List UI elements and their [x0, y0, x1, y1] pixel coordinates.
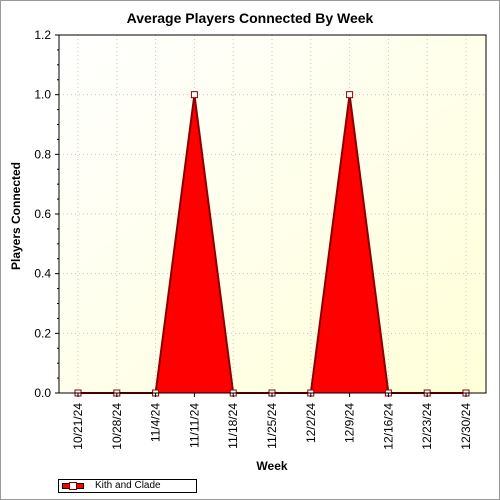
x-tick-label: 12/16/24 — [381, 403, 395, 450]
chart-title: Average Players Connected By Week — [126, 10, 374, 26]
x-tick-label: 11/4/24 — [149, 403, 163, 442]
legend-label: Kith and Clade — [95, 480, 161, 491]
y-tick-label: 0.6 — [34, 207, 51, 221]
x-tick-label: 11/11/24 — [187, 403, 201, 448]
legend-marker — [69, 482, 77, 490]
x-tick-label: 11/18/24 — [226, 403, 240, 449]
y-tick-label: 0.8 — [34, 147, 51, 161]
y-tick-label: 0.2 — [34, 326, 51, 340]
y-tick-label: 0.4 — [34, 267, 51, 281]
x-tick-label: 10/21/24 — [71, 403, 85, 450]
x-axis-title: Week — [256, 459, 288, 473]
y-tick-label: 0.0 — [34, 386, 51, 400]
x-tick-label: 12/2/24 — [304, 403, 318, 443]
x-tick-label: 11/25/24 — [265, 403, 279, 449]
data-point — [190, 91, 198, 99]
x-tick-label: 10/28/24 — [110, 403, 124, 450]
y-tick-label: 1.0 — [34, 88, 51, 102]
x-tick-label: 12/9/24 — [343, 403, 357, 443]
y-tick-label: 1.2 — [34, 28, 51, 42]
legend: Kith and Clade — [58, 479, 197, 493]
plot-border — [58, 34, 487, 394]
x-tick-label: 12/30/24 — [459, 403, 473, 450]
data-point — [346, 91, 354, 99]
x-tick-label: 12/23/24 — [420, 403, 434, 450]
plot-area — [58, 34, 487, 394]
